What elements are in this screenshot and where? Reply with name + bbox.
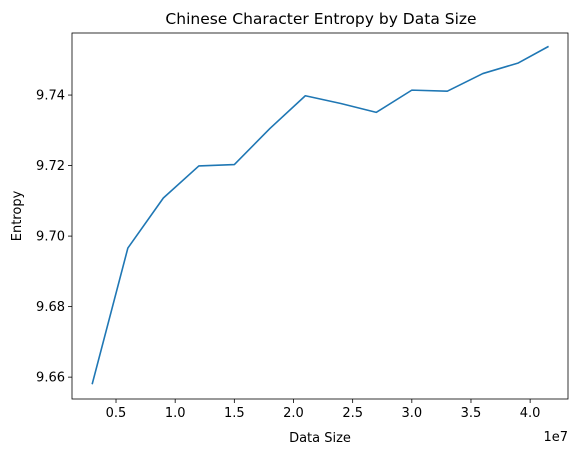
x-axis-ticks: 0.5 1.0 1.5 2.0 2.5 3.0 3.5 4.0	[106, 399, 541, 421]
data-point	[198, 165, 200, 167]
x-tick-label: 3.0	[401, 406, 422, 421]
x-axis-offset-label: 1e7	[543, 430, 568, 445]
data-point	[518, 62, 520, 64]
y-tick-label: 9.68	[36, 300, 65, 315]
y-tick-label: 9.74	[36, 89, 65, 104]
series-layer	[91, 45, 549, 385]
x-tick-label: 2.5	[342, 406, 363, 421]
data-point	[163, 197, 165, 199]
y-tick-label: 9.70	[36, 230, 65, 245]
x-tick-label: 2.0	[283, 406, 304, 421]
y-axis-label: Entropy	[10, 190, 25, 241]
plot-area-frame	[71, 32, 569, 400]
data-point	[92, 383, 94, 385]
data-point	[269, 128, 271, 130]
data-point	[547, 46, 549, 48]
x-tick-label: 0.5	[106, 406, 127, 421]
series-line	[91, 45, 549, 385]
data-point	[411, 89, 413, 91]
data-point	[482, 73, 484, 75]
data-point	[127, 247, 129, 249]
y-tick-label: 9.72	[36, 159, 65, 174]
x-tick-label: 1.5	[224, 406, 245, 421]
y-tick-label: 9.66	[36, 371, 65, 386]
x-tick-label: 4.0	[520, 406, 541, 421]
data-point	[447, 90, 449, 92]
data-point	[376, 112, 378, 114]
x-tick-label: 3.5	[461, 406, 482, 421]
chart-title: Chinese Character Entropy by Data Size	[165, 10, 476, 28]
data-point	[305, 95, 307, 97]
data-point	[340, 103, 342, 105]
x-tick-label: 1.0	[165, 406, 186, 421]
data-point	[234, 164, 236, 166]
x-axis-label: Data Size	[289, 431, 351, 446]
y-axis-ticks: 9.66 9.68 9.70 9.72 9.74	[36, 89, 72, 386]
